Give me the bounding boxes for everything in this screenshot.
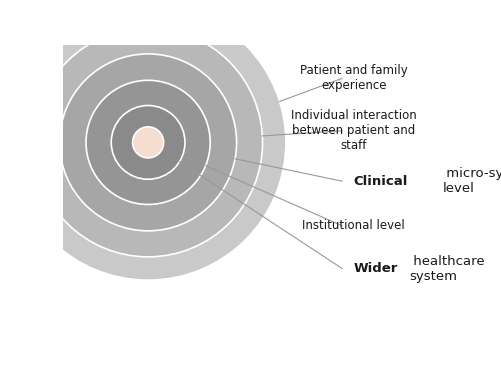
Text: Patient and family
experience: Patient and family experience <box>300 64 408 92</box>
Text: Wider: Wider <box>354 262 398 275</box>
Circle shape <box>86 80 210 204</box>
Text: Clinical: Clinical <box>354 175 408 188</box>
Circle shape <box>60 54 236 231</box>
Text: micro-system
level: micro-system level <box>442 167 501 195</box>
Circle shape <box>111 105 185 179</box>
Text: Institutional level: Institutional level <box>303 219 405 232</box>
Text: healthcare
system: healthcare system <box>409 254 484 282</box>
Text: Individual interaction
between patient and
staff: Individual interaction between patient a… <box>291 109 417 152</box>
Circle shape <box>34 28 263 257</box>
Circle shape <box>11 5 286 280</box>
Circle shape <box>133 127 164 158</box>
